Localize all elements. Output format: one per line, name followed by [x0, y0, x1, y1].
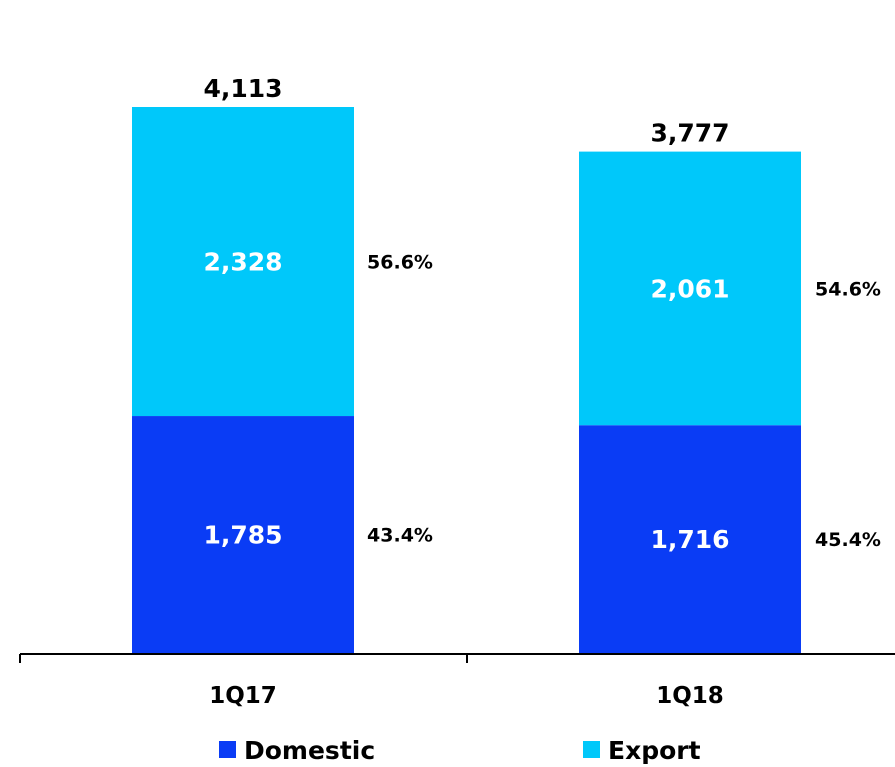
bar-domestic-1q18: [579, 425, 801, 653]
total-value-label: 3,777: [650, 119, 729, 148]
bar-domestic-1q17: [132, 416, 354, 653]
segment-value-label: 2,328: [203, 248, 282, 277]
share-percent-label: 43.4%: [367, 525, 433, 547]
x-tick-label: 1Q17: [209, 683, 277, 709]
legend-label-domestic: Domestic: [244, 736, 375, 765]
legend: Domestic Export: [219, 736, 701, 765]
legend-swatch-domestic: [219, 741, 236, 758]
bar-export-1q17: [132, 107, 354, 417]
legend-label-export: Export: [608, 736, 701, 765]
legend-swatch-export: [583, 741, 600, 758]
labels-layer: 1,785 43.4% 2,328 56.6% 4,113 1Q17 1,716 45.4% 2…: [203, 74, 881, 709]
share-percent-label: 56.6%: [367, 252, 433, 274]
share-percent-label: 54.6%: [815, 278, 881, 300]
total-value-label: 4,113: [203, 74, 282, 103]
share-percent-label: 45.4%: [815, 529, 881, 551]
x-axis: [19, 653, 895, 663]
bars-layer: [132, 107, 801, 653]
x-tick-label: 1Q18: [656, 683, 724, 709]
segment-value-label: 1,716: [650, 525, 729, 554]
segment-value-label: 2,061: [650, 274, 729, 303]
segment-value-label: 1,785: [203, 521, 282, 550]
bar-export-1q18: [579, 151, 801, 426]
